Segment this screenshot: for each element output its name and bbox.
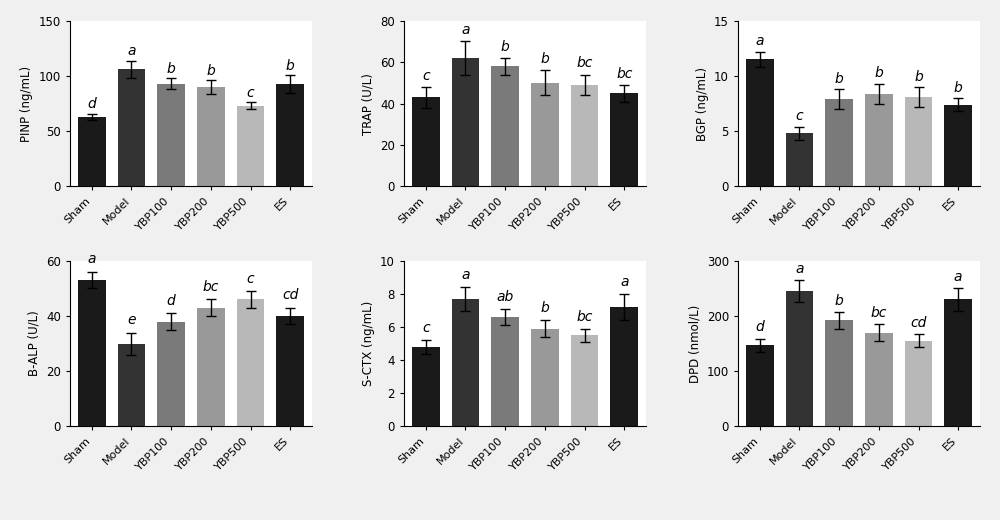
- Text: a: a: [954, 270, 962, 284]
- Text: b: b: [914, 70, 923, 84]
- Text: bc: bc: [871, 306, 887, 320]
- Bar: [610, 93, 638, 186]
- Bar: [197, 87, 225, 186]
- Y-axis label: B-ALP (U/L): B-ALP (U/L): [28, 311, 41, 376]
- Text: c: c: [422, 69, 430, 83]
- Text: bc: bc: [576, 57, 593, 71]
- Bar: [412, 347, 440, 426]
- Text: d: d: [167, 294, 176, 308]
- Y-axis label: TRAP (U/L): TRAP (U/L): [362, 73, 375, 135]
- Bar: [276, 84, 304, 186]
- Bar: [746, 59, 774, 186]
- Text: b: b: [540, 302, 549, 316]
- Text: b: b: [167, 62, 176, 76]
- Bar: [944, 105, 972, 186]
- Bar: [944, 300, 972, 426]
- Text: cd: cd: [910, 316, 927, 330]
- Text: d: d: [87, 97, 96, 111]
- Text: c: c: [247, 271, 254, 285]
- Bar: [786, 291, 813, 426]
- Text: bc: bc: [616, 67, 632, 81]
- Bar: [865, 94, 893, 186]
- Bar: [276, 316, 304, 426]
- Text: a: a: [461, 268, 470, 282]
- Bar: [825, 99, 853, 186]
- Text: c: c: [422, 321, 430, 335]
- Bar: [905, 97, 932, 186]
- Text: b: b: [835, 72, 844, 86]
- Text: a: a: [461, 23, 470, 37]
- Text: a: a: [795, 262, 804, 276]
- Text: d: d: [755, 320, 764, 334]
- Text: b: b: [206, 64, 215, 78]
- Text: b: b: [835, 294, 844, 308]
- Bar: [825, 320, 853, 426]
- Bar: [78, 280, 106, 426]
- Bar: [452, 58, 479, 186]
- Bar: [491, 317, 519, 426]
- Text: bc: bc: [203, 280, 219, 294]
- Text: cd: cd: [282, 288, 298, 302]
- Y-axis label: BGP (ng/mL): BGP (ng/mL): [696, 67, 709, 140]
- Bar: [157, 84, 185, 186]
- Bar: [452, 299, 479, 426]
- Text: a: a: [620, 275, 628, 289]
- Bar: [571, 335, 598, 426]
- Bar: [237, 106, 264, 186]
- Text: b: b: [501, 40, 510, 54]
- Text: a: a: [756, 34, 764, 48]
- Bar: [237, 300, 264, 426]
- Bar: [491, 67, 519, 186]
- Text: b: b: [286, 59, 295, 73]
- Text: e: e: [127, 313, 136, 327]
- Y-axis label: PINP (ng/mL): PINP (ng/mL): [20, 66, 33, 141]
- Bar: [905, 341, 932, 426]
- Bar: [78, 117, 106, 186]
- Text: a: a: [127, 44, 136, 58]
- Bar: [118, 344, 145, 426]
- Y-axis label: DPD (nmol/L): DPD (nmol/L): [688, 305, 701, 383]
- Bar: [571, 85, 598, 186]
- Text: b: b: [540, 53, 549, 67]
- Y-axis label: S-CTX (ng/mL): S-CTX (ng/mL): [362, 301, 375, 386]
- Bar: [865, 333, 893, 426]
- Bar: [786, 133, 813, 186]
- Bar: [610, 307, 638, 426]
- Bar: [118, 69, 145, 186]
- Bar: [157, 321, 185, 426]
- Text: c: c: [796, 109, 803, 123]
- Text: bc: bc: [576, 310, 593, 324]
- Text: ab: ab: [497, 290, 514, 304]
- Bar: [531, 83, 559, 186]
- Bar: [531, 329, 559, 426]
- Bar: [412, 97, 440, 186]
- Bar: [197, 308, 225, 426]
- Text: c: c: [247, 86, 254, 100]
- Text: b: b: [874, 67, 883, 81]
- Text: a: a: [88, 252, 96, 266]
- Text: b: b: [954, 81, 963, 95]
- Bar: [746, 345, 774, 426]
